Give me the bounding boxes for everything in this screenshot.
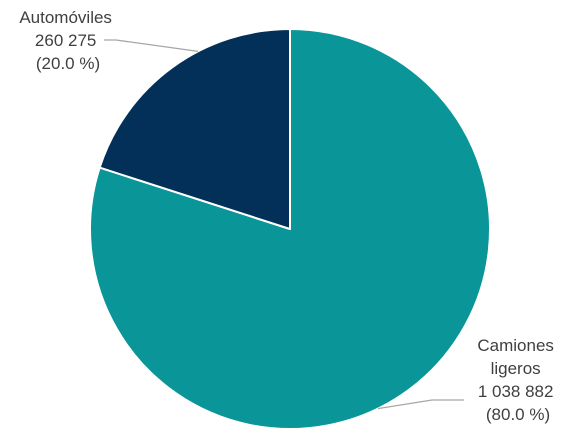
slice-value-label: 260 275 <box>35 31 96 50</box>
pie-slice-1 <box>98 28 291 230</box>
slice-label-camiones-ligeros: Camiones ligeros 1 038 882 (80.0 %) <box>477 336 558 424</box>
leader-lines <box>104 39 464 410</box>
leader-line-camiones-ligeros <box>377 399 464 410</box>
slice-label-line-1: Automóviles <box>19 8 112 27</box>
slice-label-automoviles: Automóviles 260 275 (20.0 %) <box>19 8 116 73</box>
slice-percent-label: (20.0 %) <box>36 54 100 73</box>
leader-line-automoviles <box>104 39 199 53</box>
slice-value-label: 1 038 882 <box>478 382 554 401</box>
pie-slices <box>89 28 491 430</box>
slice-percent-label: (80.0 %) <box>486 405 550 424</box>
slice-label-line-1: Camiones <box>477 336 554 355</box>
slice-label-line-2: ligeros <box>491 359 541 378</box>
